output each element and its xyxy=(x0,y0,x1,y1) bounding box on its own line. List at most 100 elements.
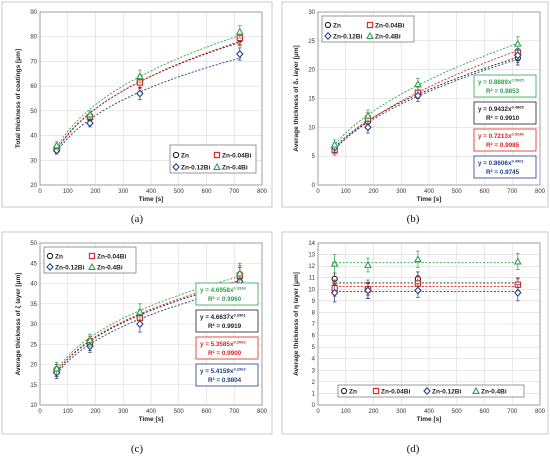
fit-equation: y = 5.4159x0.2962 xyxy=(200,367,246,376)
y-tick-label: 90 xyxy=(30,10,37,16)
panel-frame xyxy=(1,231,273,435)
fit-equation: y = 5.3585x0.3063 xyxy=(200,340,246,349)
legend-marker xyxy=(88,262,96,270)
series-zn-04bi xyxy=(330,36,522,150)
fit-r-squared: R² = 0.9900 xyxy=(208,350,242,357)
x-tick-label: 400 xyxy=(146,189,157,195)
plot-area xyxy=(317,242,541,406)
y-tick-label: 15 xyxy=(308,97,315,103)
y-tick-label: 11 xyxy=(309,276,316,282)
x-tick-label: 300 xyxy=(118,409,129,415)
legend-marker xyxy=(213,151,221,159)
data-point xyxy=(364,260,372,268)
fit-equation-exponent: 0.3338 xyxy=(233,286,246,291)
legend-label: Zn-0.04Bi xyxy=(375,22,404,29)
plot-area xyxy=(39,11,263,186)
y-tick-label: 10 xyxy=(308,125,315,131)
data-point xyxy=(514,288,522,297)
y-tick-label: 0 xyxy=(312,183,316,189)
x-tick-label: 500 xyxy=(174,409,185,415)
y-tick-label: 30 xyxy=(30,322,37,328)
data-point xyxy=(135,72,144,80)
fit-equation-exponent: 0.3301 xyxy=(233,313,246,318)
data-point xyxy=(364,111,372,119)
x-axis-label: Time [s] xyxy=(417,196,442,203)
legend-marker xyxy=(172,162,180,172)
fit-r-squared: R² = 0.9960 xyxy=(208,296,242,303)
fit-r-squared: R² = 0.9853 xyxy=(486,88,520,95)
y-tick-label: 70 xyxy=(30,59,37,65)
legend: Zn Zn-0.04Bi Zn-0.12Bi Zn-0.4Bi xyxy=(337,384,525,398)
series-zn-012bi xyxy=(330,281,522,303)
y-tick-label: 20 xyxy=(30,183,37,189)
data-point xyxy=(235,269,244,277)
y-tick-label: 2 xyxy=(312,380,316,386)
legend-label: Zn xyxy=(181,152,189,159)
data-point xyxy=(86,110,94,118)
y-tick-label: 5 xyxy=(312,345,316,351)
fit-equation: y = 0.8606x0.4901 xyxy=(478,159,524,168)
legend-marker xyxy=(324,31,332,41)
legend-marker xyxy=(46,252,54,260)
y-tick-label: 50 xyxy=(30,241,37,247)
fit-equation-base: y = 0.8606x xyxy=(478,160,512,167)
legend-marker xyxy=(324,21,332,29)
y-tick-label: 80 xyxy=(30,35,37,41)
legend-marker xyxy=(472,386,480,394)
legend-marker xyxy=(46,262,54,272)
fit-r-squared: R² = 0.9985 xyxy=(486,142,520,149)
y-tick-label: 4 xyxy=(312,357,316,363)
x-axis-label: Time [s] xyxy=(139,196,164,203)
equation-frame xyxy=(195,336,259,360)
y-tick-label: 20 xyxy=(308,68,315,74)
data-point xyxy=(52,146,61,155)
fit-line-zn-004bi xyxy=(332,49,520,152)
fit-r-squared: R² = 0.9804 xyxy=(208,377,242,384)
x-axis-label: Time [s] xyxy=(139,416,164,423)
x-tick-label: 100 xyxy=(63,189,74,195)
fit-line-zn-04bi xyxy=(54,34,242,151)
fit-equation-base: y = 0.7213x xyxy=(478,133,512,140)
y-axis-label: Average thickness of η layer [μm] xyxy=(293,272,300,376)
data-point xyxy=(86,119,94,128)
legend-label: Zn-0.12Bi xyxy=(181,164,210,171)
y-axis-label: Average thickness of δ₁ layer [μm] xyxy=(293,45,300,151)
x-tick-label: 700 xyxy=(507,409,518,415)
y-tick-label: 12 xyxy=(308,264,315,270)
legend-label: Zn-0.4Bi xyxy=(97,264,123,271)
legend: Zn Zn-0.04Bi Zn-0.12Bi Zn-0.4Bi xyxy=(43,246,137,274)
legend-marker xyxy=(366,21,374,29)
data-point xyxy=(236,50,244,59)
data-point xyxy=(235,27,244,35)
y-tick-label: 8 xyxy=(312,310,316,316)
data-point xyxy=(513,257,522,265)
data-point xyxy=(136,89,144,98)
plot-area xyxy=(39,242,263,406)
x-tick-label: 500 xyxy=(452,189,463,195)
equation-frame xyxy=(473,155,537,179)
legend-label: Zn xyxy=(55,253,63,260)
x-tick-label: 800 xyxy=(257,409,268,415)
y-tick-label: 30 xyxy=(30,158,37,164)
fit-equation-exponent: 0.5246 xyxy=(511,132,524,137)
legend-marker xyxy=(366,31,374,39)
y-tick-label: 10 xyxy=(308,287,315,293)
panel-caption: (b) xyxy=(407,213,420,225)
data-point xyxy=(514,51,522,60)
equation-frame xyxy=(195,363,259,387)
x-tick-label: 600 xyxy=(479,189,490,195)
y-tick-label: 50 xyxy=(30,109,37,115)
equation-frame xyxy=(473,101,537,125)
x-tick-label: 100 xyxy=(341,409,352,415)
y-tick-label: 45 xyxy=(30,261,37,267)
data-point xyxy=(86,336,94,344)
fit-equation: y = 4.6637x0.3301 xyxy=(200,313,246,322)
legend-marker xyxy=(213,162,221,170)
